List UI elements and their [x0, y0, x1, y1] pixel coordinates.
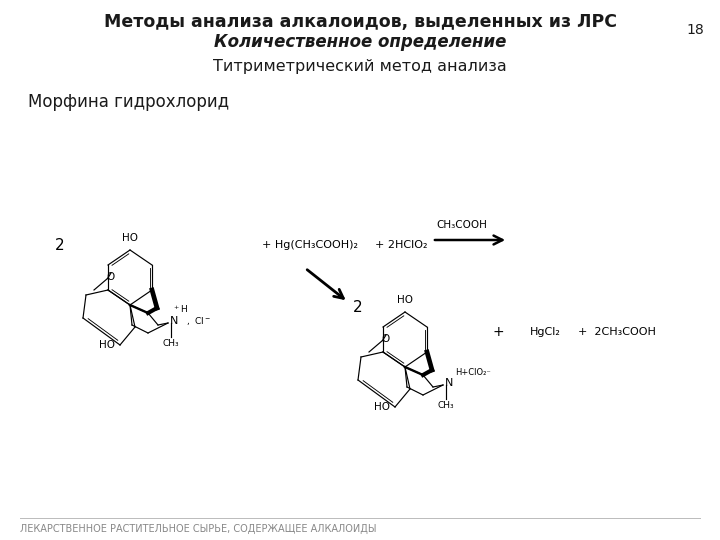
Text: Морфина гидрохлорид: Морфина гидрохлорид [28, 93, 229, 111]
Text: HO: HO [122, 233, 138, 243]
Text: HO: HO [397, 295, 413, 305]
Text: 2: 2 [354, 300, 363, 314]
Text: N: N [170, 316, 179, 326]
Text: CH₃: CH₃ [163, 339, 179, 348]
Text: CH₃: CH₃ [438, 401, 454, 410]
Text: 2: 2 [55, 238, 65, 253]
Text: ,  Cl$^-$: , Cl$^-$ [186, 315, 211, 327]
Text: HO: HO [374, 402, 390, 412]
Text: 18: 18 [686, 23, 704, 37]
Text: HO: HO [99, 340, 115, 350]
Text: H+ClO₂⁻: H+ClO₂⁻ [455, 368, 491, 377]
Text: +: + [492, 325, 504, 339]
Text: +  2CH₃COOH: + 2CH₃COOH [578, 327, 656, 337]
Text: + 2HClO₂: + 2HClO₂ [375, 240, 428, 250]
Text: CH₃COOH: CH₃COOH [436, 220, 487, 230]
Text: O: O [107, 272, 114, 281]
Text: Методы анализа алкалоидов, выделенных из ЛРС: Методы анализа алкалоидов, выделенных из… [104, 13, 616, 31]
Text: Количественное определение: Количественное определение [214, 33, 506, 51]
Text: Титриметрический метод анализа: Титриметрический метод анализа [213, 58, 507, 73]
Text: N: N [445, 378, 454, 388]
Text: $^+$H: $^+$H [172, 303, 188, 315]
Text: + Hg(CH₃COOH)₂: + Hg(CH₃COOH)₂ [262, 240, 358, 250]
Text: HgCl₂: HgCl₂ [530, 327, 561, 337]
Text: O: O [382, 334, 390, 343]
Text: ЛЕКАРСТВЕННОЕ РАСТИТЕЛЬНОЕ СЫРЬЕ, СОДЕРЖАЩЕЕ АЛКАЛОИДЫ: ЛЕКАРСТВЕННОЕ РАСТИТЕЛЬНОЕ СЫРЬЕ, СОДЕРЖ… [20, 524, 377, 534]
